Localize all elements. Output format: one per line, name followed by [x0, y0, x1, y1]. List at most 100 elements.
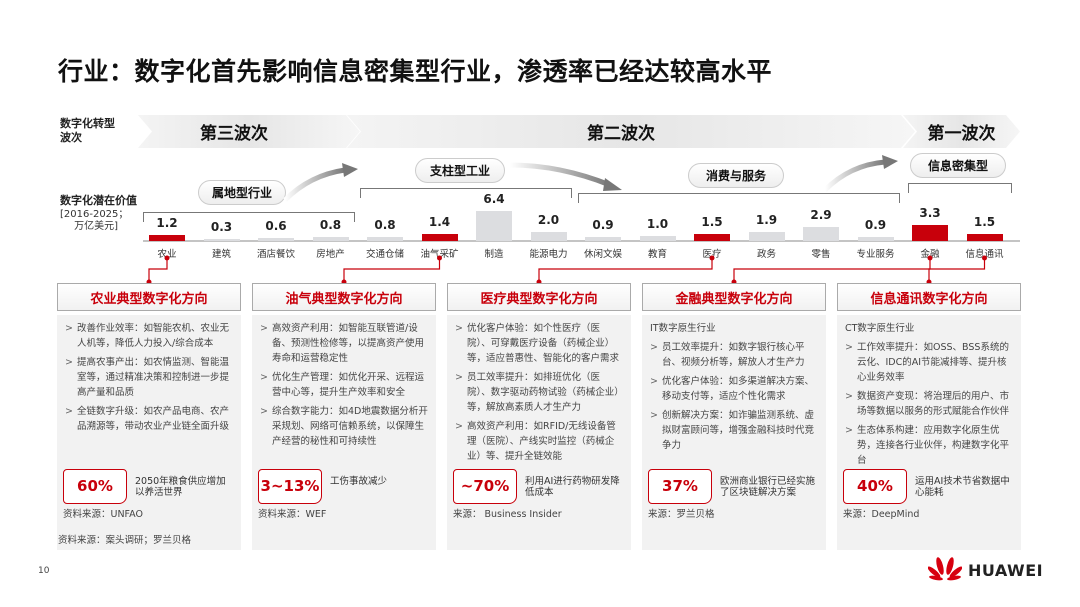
arrow-icon	[342, 163, 358, 177]
bar	[857, 236, 894, 241]
card-title: 医疗典型数字化方向	[447, 283, 631, 311]
category-label: 房地产	[316, 249, 345, 260]
page-number: 10	[38, 566, 50, 576]
card-intro: IT数字原生行业	[650, 323, 716, 334]
wave-second: 第二波次	[347, 115, 915, 148]
category-label: 零售	[811, 249, 831, 260]
connector-line	[538, 258, 713, 283]
category-label: 制造	[484, 249, 504, 260]
stat-source: 来源：罗兰贝格	[648, 509, 715, 520]
direction-item: 优化生产管理：如优化开采、远程运营中心等，提升生产效率和安全	[260, 370, 428, 400]
bar	[803, 227, 839, 241]
bar	[585, 236, 621, 241]
wave-label: 第二波次	[587, 124, 655, 144]
group-bracket	[908, 183, 1012, 193]
card-title: 油气典型数字化方向	[252, 283, 436, 311]
bar-value-label: 1.4	[428, 215, 451, 230]
direction-item: 综合数字能力：如4D地震数据分析开采规划、网络可信赖系统，以保障生产经营的秘性和…	[260, 404, 428, 449]
direction-item: 改善作业效率：如智能农机、农业无人机等，降低人力投入/综合成本	[65, 321, 233, 351]
bar-value-label: 1.9	[755, 213, 778, 228]
stat-value: 37%	[648, 469, 712, 504]
group-bracket	[143, 212, 355, 222]
bar-value-label: 0.3	[210, 220, 233, 234]
category-label: 交通仓储	[365, 249, 404, 260]
card-title: 农业典型数字化方向	[57, 283, 241, 311]
group-pill: 消费与服务	[688, 163, 784, 188]
huawei-flower-icon	[928, 557, 962, 581]
bar-value-label: 0.9	[592, 217, 614, 232]
stat-description: 2050年粮食供应增加以养活世界	[135, 476, 226, 498]
stat-description: 工伤事故减少	[330, 476, 388, 487]
direction-item: 优化客户体验：如个性医疗（医院）、可穿戴医疗设备（药械企业）等，适应普惠性、智能…	[455, 321, 623, 366]
direction-item: 高效资产利用：如RFID/无线设备管理（医院）、产线实时监控（药械企业）等、提升…	[455, 419, 623, 464]
group-pill: 属地型行业	[198, 180, 286, 205]
stat-value: 40%	[843, 469, 907, 504]
card-body: 高效资产利用：如智能互联管道/设备、预测性检修等，以提高资产使用寿命和运营稳定性…	[252, 315, 436, 550]
card-body: IT数字原生行业 员工效率提升：如数字银行核心平台、视频分析等，解放人才生产力优…	[642, 315, 826, 550]
bar-value-label: 0.9	[864, 217, 887, 232]
connector-line	[148, 258, 168, 283]
category-label: 教育	[647, 249, 667, 260]
bar	[694, 233, 730, 241]
category-label: 休闲文娱	[583, 249, 622, 260]
industry-card: 金融典型数字化方向 IT数字原生行业 员工效率提升：如数字银行核心平台、视频分析…	[642, 283, 826, 550]
wave-label: 第三波次	[200, 124, 268, 144]
industry-card: 农业典型数字化方向 改善作业效率：如智能农机、农业无人机等，降低人力投入/综合成…	[57, 283, 241, 550]
direction-item: 提高农事产出：如农情监测、智能温室等，通过精准决策和控制进一步提高产量和品质	[65, 355, 233, 400]
logo-text: HUAWEI	[968, 560, 1044, 580]
stat-source: 来源： Business Insider	[453, 509, 562, 520]
group-bracket	[360, 188, 572, 198]
bar-value-label: 2.9	[810, 208, 832, 223]
direction-item: 数据资产变现：将治理后的用户、市场等数据以服务的形式赋能合作伙伴	[845, 389, 1013, 419]
industry-card: 信息通讯数字化方向 CT数字原生行业 工作效率提升：如OSS、BSS系统的云化、…	[837, 283, 1021, 550]
card-title: 信息通讯数字化方向	[837, 283, 1021, 311]
arrow-icon	[823, 159, 886, 192]
category-label: 建筑	[211, 249, 231, 260]
card-body: 优化客户体验：如个性医疗（医院）、可穿戴医疗设备（药械企业）等，适应普惠性、智能…	[447, 315, 631, 550]
stat-source: 来源：DeepMind	[843, 509, 920, 520]
bar-value-label: 6.4	[483, 191, 505, 206]
stat-description: 欧洲商业银行已经实施了区块链解决方案	[720, 476, 816, 498]
value-row-label: 数字化潜在价值	[60, 194, 137, 207]
wave-row-label: 数字化转型 波次	[60, 117, 115, 144]
stat-source: 资料来源：UNFAO	[63, 509, 143, 520]
stat-source: 资料来源：WEF	[258, 509, 327, 520]
category-label: 能源电力	[529, 249, 568, 260]
arrow-icon	[509, 162, 611, 188]
direction-item: 优化客户体验：如多渠道解决方案、移动支付等，适应个性化需求	[650, 374, 818, 404]
category-label: 专业服务	[856, 249, 895, 260]
stat-value: 3~13%	[258, 469, 322, 504]
bar-value-label: 0.8	[374, 218, 396, 233]
bar	[748, 232, 785, 241]
wave-third: 第三波次	[138, 115, 360, 148]
decor-arrows	[143, 155, 1020, 242]
bar	[530, 231, 567, 241]
industry-card: 油气典型数字化方向 高效资产利用：如智能互联管道/设备、预测性检修等，以提高资产…	[252, 283, 436, 550]
card-body: CT数字原生行业 工作效率提升：如OSS、BSS系统的云化、IDC的AI节能减排…	[837, 315, 1021, 550]
stat-value: ~70%	[453, 469, 517, 504]
category-label: 信息通讯	[965, 249, 1004, 260]
bar-value-label: 1.2	[156, 216, 178, 231]
bar-value-label: 3.3	[919, 206, 941, 221]
bar	[367, 237, 403, 241]
category-label: 农业	[157, 249, 177, 260]
direction-item: 创新解决方案：如诈骗监测系统、虚拟财富顾问等，增强金融科技时代竞争力	[650, 408, 818, 453]
bar	[966, 233, 1003, 241]
bar	[312, 237, 349, 241]
group-pill: 支柱型工业	[415, 158, 505, 183]
connectors	[146, 255, 987, 285]
bar-value-label: 2.0	[537, 212, 560, 227]
stat-value: 60%	[63, 469, 127, 504]
category-label: 医疗	[702, 249, 722, 260]
category-label: 金融	[920, 249, 940, 260]
industry-card: 医疗典型数字化方向 优化客户体验：如个性医疗（医院）、可穿戴医疗设备（药械企业）…	[447, 283, 631, 550]
bar-value-label: 1.5	[701, 214, 723, 229]
bar	[912, 225, 948, 241]
wave-label: 第一波次	[927, 124, 996, 144]
card-title: 金融典型数字化方向	[642, 283, 826, 311]
group-pill: 信息密集型	[910, 153, 1006, 178]
bar	[149, 235, 185, 241]
unit-label: [2016-2025； 万亿美元]	[60, 209, 129, 232]
direction-item: 全链数字升级：如农产品电商、农产品溯源等，带动农业产业链全面升级	[65, 404, 233, 434]
bar-value-label: 0.8	[319, 218, 342, 233]
